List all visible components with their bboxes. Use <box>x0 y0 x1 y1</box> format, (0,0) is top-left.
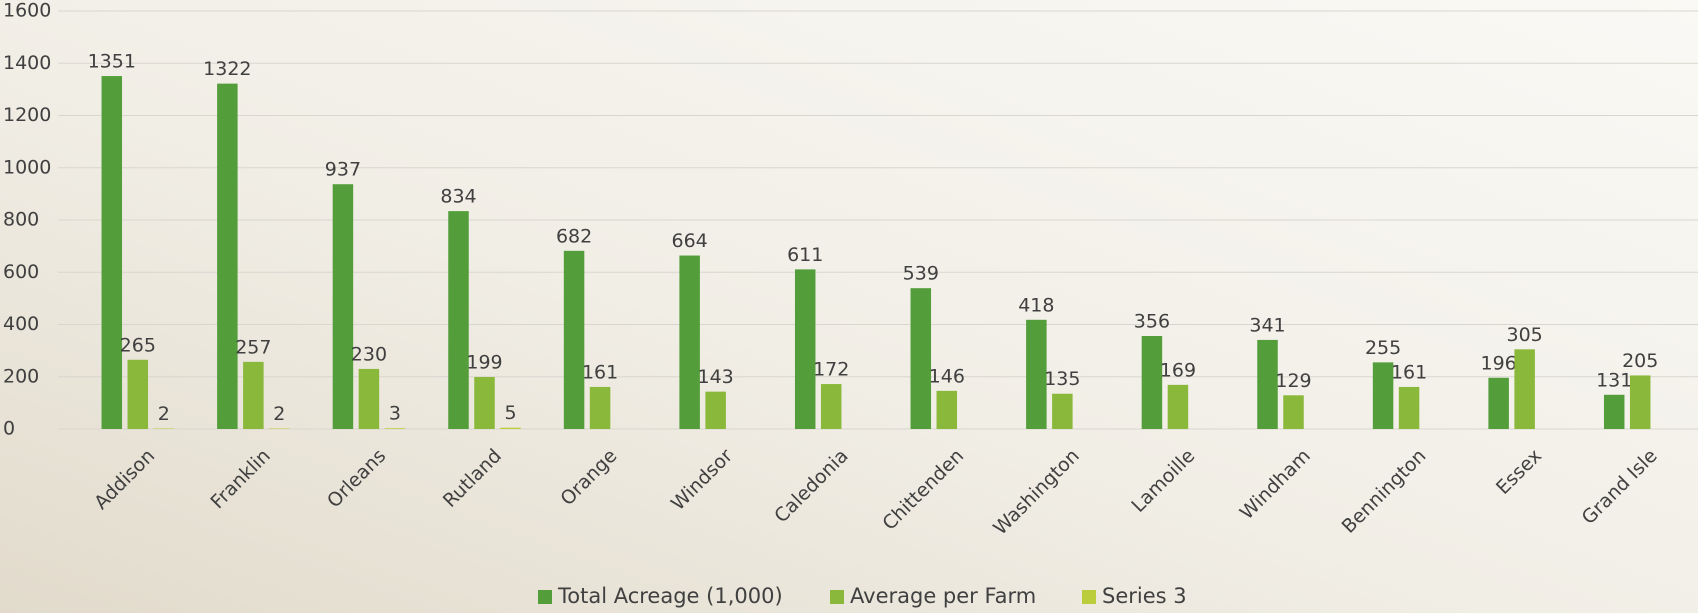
x-tick-label: Windham <box>1236 445 1315 524</box>
legend-label: Total Acreage (1,000) <box>557 584 783 608</box>
y-tick-label: 0 <box>3 418 15 440</box>
bar <box>1514 349 1535 429</box>
data-label: 937 <box>325 159 361 181</box>
bar <box>1257 339 1278 429</box>
bar <box>820 384 842 429</box>
data-label: 539 <box>903 263 939 285</box>
y-tick-label: 800 <box>3 209 39 231</box>
bar <box>448 211 469 429</box>
data-label: 169 <box>1160 359 1196 381</box>
data-label: 664 <box>672 230 708 252</box>
bar <box>1283 395 1304 429</box>
data-label: 161 <box>1391 361 1427 383</box>
x-tick-label: Essex <box>1492 445 1546 499</box>
data-label: 129 <box>1275 370 1311 392</box>
data-label: 199 <box>466 352 502 374</box>
data-label: 196 <box>1481 352 1517 374</box>
y-tick-label: 1600 <box>3 0 51 22</box>
bar <box>153 428 175 429</box>
data-label: 1322 <box>203 58 251 80</box>
bar <box>500 427 521 429</box>
data-label: 3 <box>389 403 401 425</box>
data-label: 2 <box>273 403 285 425</box>
data-label: 356 <box>1134 310 1170 332</box>
bar <box>1167 384 1189 429</box>
bar <box>1026 319 1047 429</box>
x-tick-label: Orange <box>556 445 621 510</box>
data-label: 131 <box>1596 369 1632 391</box>
data-label: 172 <box>813 359 849 381</box>
y-tick-label: 200 <box>3 365 39 387</box>
bar <box>1141 335 1163 429</box>
bar <box>910 288 932 429</box>
data-label: 143 <box>698 366 734 388</box>
data-label: 1351 <box>88 51 136 73</box>
x-tick-label: Lamoille <box>1127 445 1199 517</box>
data-label: 265 <box>120 334 156 356</box>
bar <box>332 184 354 429</box>
bar <box>1398 386 1420 429</box>
bar <box>705 391 726 429</box>
bar <box>1488 377 1509 429</box>
x-tick-label: Rutland <box>439 445 506 512</box>
x-tick-label: Caledonia <box>770 445 852 527</box>
bar <box>358 368 380 429</box>
bar <box>563 250 585 429</box>
x-tick-label: Franklin <box>206 445 274 513</box>
bar <box>1629 375 1651 429</box>
y-tick-label: 600 <box>3 261 39 283</box>
bar <box>679 255 700 429</box>
x-tick-label: Orleans <box>323 445 390 512</box>
data-label: 5 <box>504 402 516 424</box>
data-label: 305 <box>1507 324 1543 346</box>
bar <box>794 269 816 429</box>
bar <box>127 359 149 429</box>
bar <box>384 428 406 429</box>
data-label: 255 <box>1365 337 1401 359</box>
y-tick-label: 1200 <box>3 104 51 126</box>
bar <box>217 83 238 429</box>
data-label: 682 <box>556 225 592 247</box>
y-tick-label: 400 <box>3 313 39 335</box>
data-label: 161 <box>582 361 618 383</box>
data-label: 2 <box>158 403 170 425</box>
data-label: 205 <box>1622 350 1658 372</box>
data-label: 834 <box>440 186 476 208</box>
x-tick-label: Bennington <box>1338 445 1431 538</box>
legend-swatch <box>538 590 552 604</box>
data-label: 341 <box>1249 314 1285 336</box>
bar <box>936 390 958 429</box>
bar <box>101 76 123 430</box>
x-tick-label: Chittenden <box>878 445 968 535</box>
x-tick-label: Washington <box>989 445 1084 540</box>
legend-swatch <box>1082 590 1096 604</box>
legend-label: Series 3 <box>1102 584 1187 608</box>
x-tick-label: Grand Isle <box>1578 445 1662 529</box>
data-label: 135 <box>1044 368 1080 390</box>
data-label: 611 <box>787 244 823 266</box>
legend-label: Average per Farm <box>850 584 1036 608</box>
bar <box>1603 394 1625 429</box>
bar <box>243 361 264 429</box>
bar <box>1372 362 1394 429</box>
x-tick-label: Windsor <box>667 445 737 515</box>
bar <box>589 386 611 429</box>
y-tick-label: 1400 <box>3 52 51 74</box>
data-label: 257 <box>235 336 271 358</box>
y-tick-label: 1000 <box>3 156 51 178</box>
bar <box>1052 393 1073 429</box>
bar <box>269 428 290 429</box>
data-label: 146 <box>929 365 965 387</box>
data-label: 230 <box>351 343 387 365</box>
data-label: 418 <box>1018 294 1054 316</box>
legend-swatch <box>830 590 844 604</box>
x-tick-label: Addison <box>90 445 159 514</box>
bar <box>474 377 495 429</box>
